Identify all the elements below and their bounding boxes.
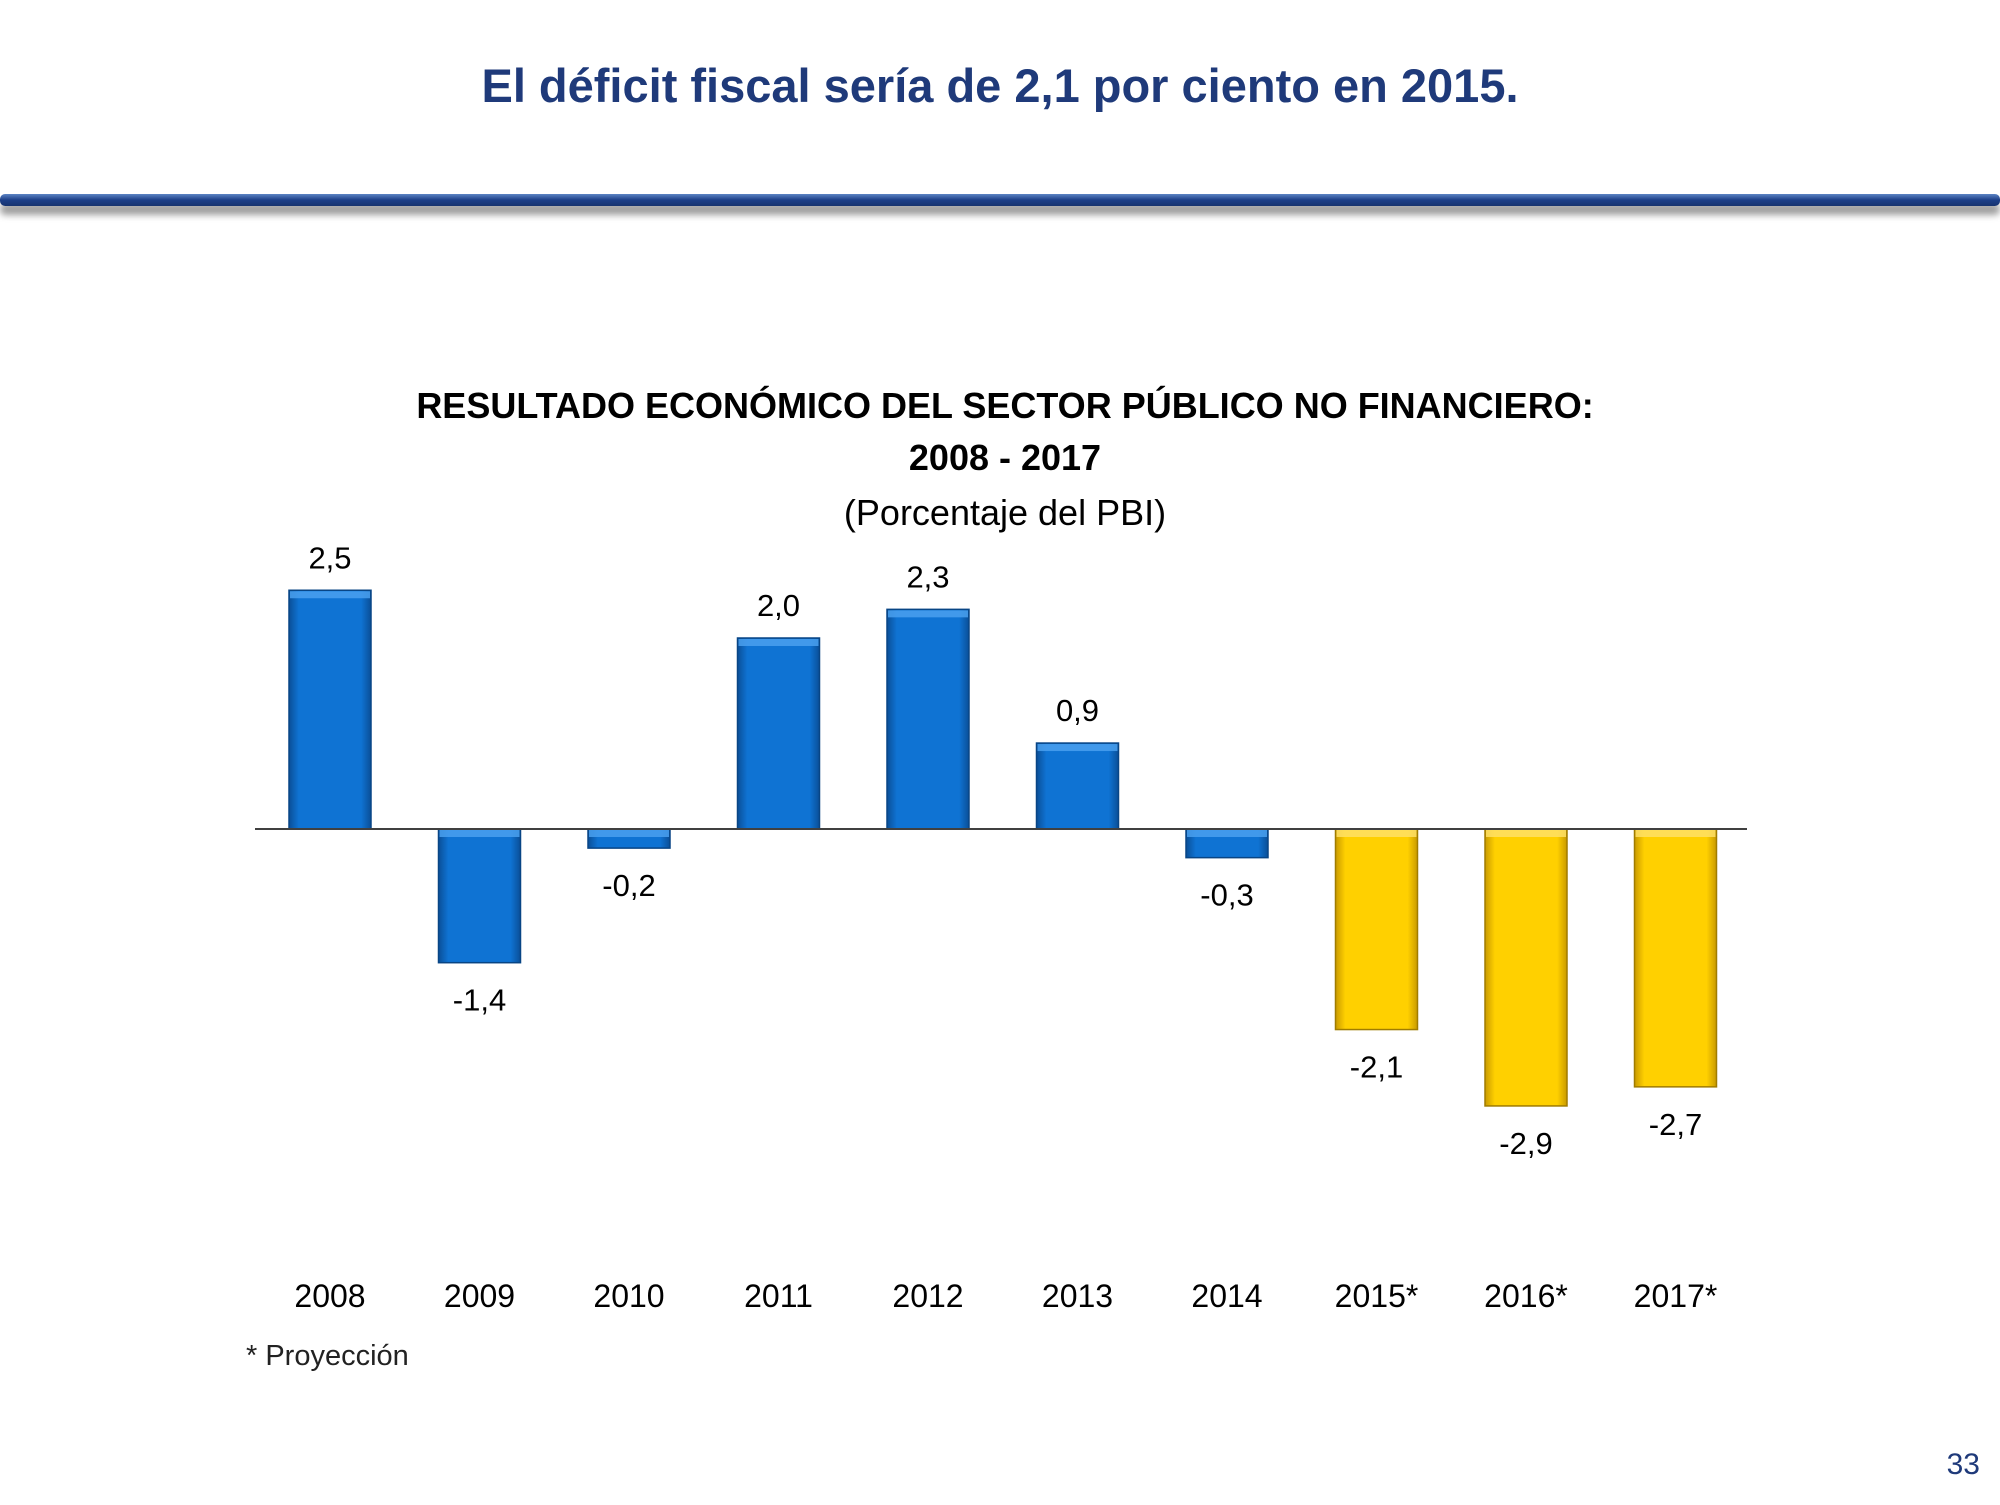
bar-bevel <box>1486 830 1566 837</box>
data-label: 2,5 <box>308 540 351 575</box>
x-tick-label: 2014 <box>1191 1278 1262 1314</box>
bar-2017-proj <box>1633 828 1718 1088</box>
x-tick-label: 2017* <box>1634 1278 1718 1314</box>
slide-title: El déficit fiscal sería de 2,1 por cient… <box>481 59 1519 112</box>
data-label: 2,0 <box>757 588 800 623</box>
bar-bevel <box>290 591 370 599</box>
bar-bevel <box>738 639 819 646</box>
bar-bevel <box>888 610 968 618</box>
x-tick-label: 2015* <box>1335 1278 1419 1314</box>
data-label: -2,7 <box>1649 1107 1702 1142</box>
bar-2011 <box>736 637 821 830</box>
bar-bevel <box>1635 830 1716 837</box>
data-label: 2,3 <box>906 559 949 594</box>
bar-2009 <box>437 828 522 964</box>
data-label: -2,9 <box>1499 1126 1552 1161</box>
bar-2008 <box>288 589 372 830</box>
data-label: -0,3 <box>1200 878 1253 913</box>
data-label: -0,2 <box>602 868 655 903</box>
bar-bevel <box>589 830 669 837</box>
bar-bevel <box>1187 830 1267 837</box>
projection-footnote: * Proyección <box>246 1340 409 1372</box>
data-label: -2,1 <box>1350 1050 1403 1085</box>
bar-bevel <box>439 830 520 837</box>
bar-2015-proj <box>1334 828 1419 1031</box>
x-tick-label: 2016* <box>1484 1278 1568 1314</box>
x-tick-label: 2013 <box>1042 1278 1113 1314</box>
x-tick-label: 2012 <box>892 1278 963 1314</box>
bar-2012 <box>886 608 970 830</box>
x-tick-label: 2010 <box>593 1278 664 1314</box>
data-label: -1,4 <box>453 983 506 1018</box>
page-number: 33 <box>1946 1448 1980 1481</box>
x-tick-label: 2011 <box>744 1278 813 1314</box>
bar-bevel <box>1037 744 1118 752</box>
bar-2013 <box>1035 742 1120 830</box>
data-label: 0,9 <box>1056 693 1099 728</box>
chart-subtitle: 2008 - 2017 <box>909 437 1101 478</box>
title-divider <box>0 194 2000 206</box>
chart-unit-label: (Porcentaje del PBI) <box>844 492 1166 533</box>
bar-bevel <box>1336 830 1417 837</box>
x-tick-label: 2008 <box>294 1278 365 1314</box>
bar-2016-proj <box>1484 828 1568 1107</box>
chart-title: RESULTADO ECONÓMICO DEL SECTOR PÚBLICO N… <box>416 384 1593 426</box>
x-tick-label: 2009 <box>444 1278 515 1314</box>
